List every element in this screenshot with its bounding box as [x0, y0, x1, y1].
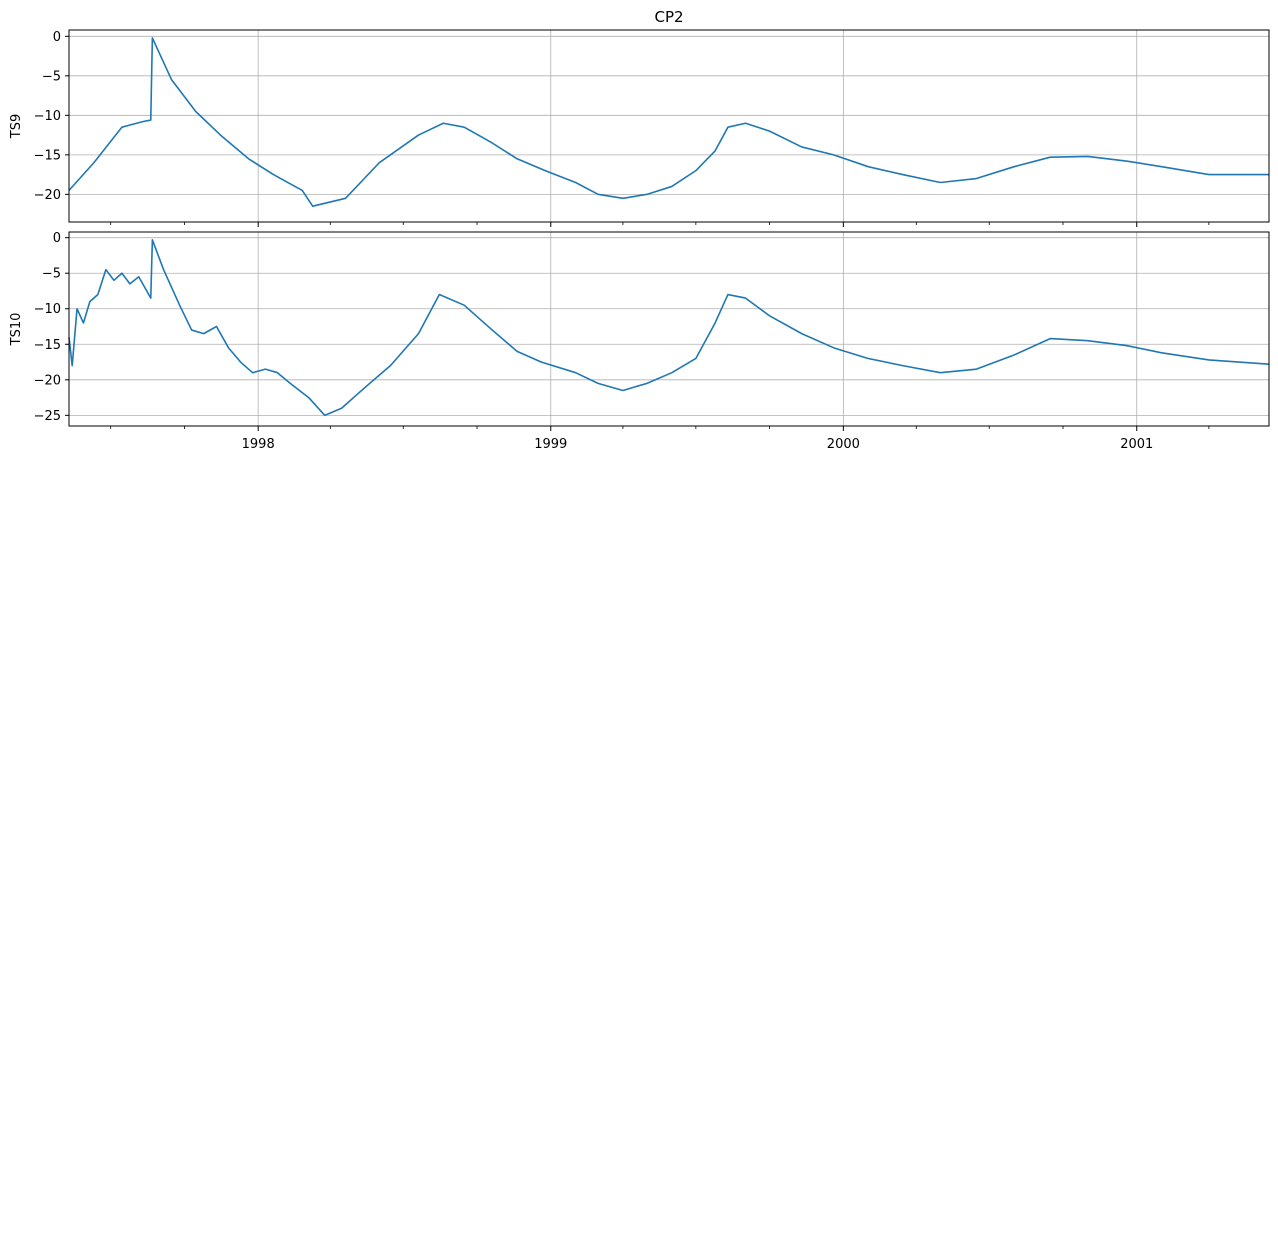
- y-tick-label: −10: [34, 109, 61, 124]
- panel-ts9: 0 −5 −10 −15 −20 TS9: [9, 29, 1270, 227]
- series-line-ts10: [68, 239, 1270, 417]
- y-axis-label: TS9: [9, 114, 24, 139]
- y-tick-label: −20: [34, 188, 61, 203]
- y-tick-label: 0: [53, 30, 61, 45]
- y-tick-label: −15: [34, 338, 61, 353]
- y-tick-label: −5: [42, 69, 61, 84]
- x-tick-label: 1999: [534, 437, 567, 452]
- chart-title: CP2: [654, 8, 683, 26]
- axes-frame: [68, 29, 1270, 223]
- y-tick-label: 0: [53, 231, 61, 246]
- panel-ts10: 0 −5 −10 −15 −20 −25 TS10: [9, 231, 1270, 431]
- x-tick-label: 2000: [827, 437, 860, 452]
- y-tick-label: −10: [34, 302, 61, 317]
- y-tick-label: −15: [34, 148, 61, 163]
- y-tick-label: −25: [34, 409, 61, 424]
- x-tick-label: 1998: [242, 437, 275, 452]
- x-axis: 1998 1999 2000 2001: [242, 437, 1154, 452]
- x-tick-label: 2001: [1120, 437, 1153, 452]
- series-line-ts9: [68, 37, 1269, 207]
- y-axis-label: TS10: [9, 313, 24, 347]
- axes-frame: [68, 231, 1270, 427]
- y-tick-label: −5: [42, 267, 61, 282]
- y-tick-label: −20: [34, 373, 61, 388]
